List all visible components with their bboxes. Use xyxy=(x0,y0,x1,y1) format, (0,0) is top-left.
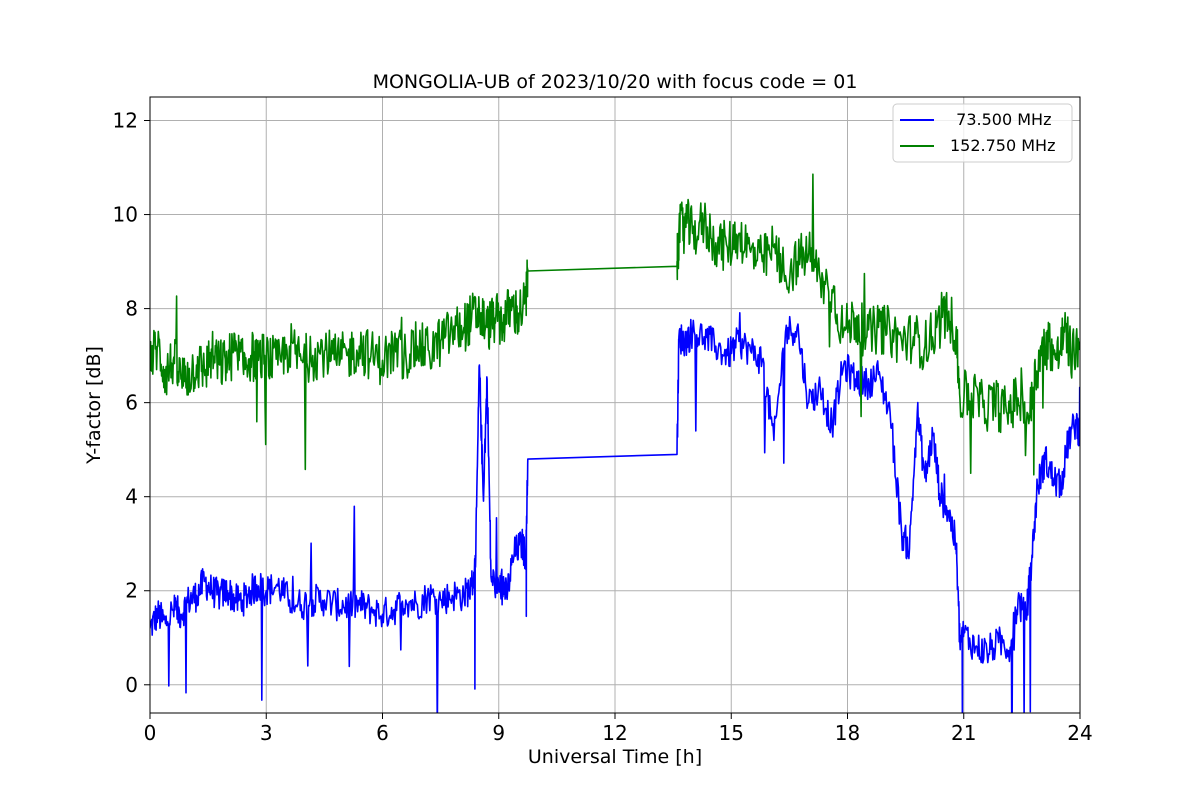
x-axis-label: Universal Time [h] xyxy=(528,746,702,768)
y-tick-label: 8 xyxy=(125,297,138,321)
series-line-1 xyxy=(150,173,1080,476)
x-tick-label: 18 xyxy=(835,721,860,745)
legend-label-152mhz: 152.750 MHz xyxy=(950,136,1055,155)
x-tick-label: 3 xyxy=(260,721,273,745)
x-tick-label: 6 xyxy=(376,721,389,745)
x-tick-label: 9 xyxy=(492,721,505,745)
y-tick-label: 10 xyxy=(113,203,138,227)
y-tick-label: 12 xyxy=(113,109,138,133)
x-tick-label: 15 xyxy=(719,721,744,745)
legend-label-73mhz: 73.500 MHz xyxy=(946,110,1051,129)
chart-title: MONGOLIA-UB of 2023/10/20 with focus cod… xyxy=(373,71,858,93)
x-tick-label: 21 xyxy=(951,721,976,745)
y-tick-label: 6 xyxy=(125,391,138,415)
legend: 73.500 MHz 152.750 MHz xyxy=(892,103,1073,163)
series-layer xyxy=(150,173,1080,713)
y-tick-label: 4 xyxy=(125,485,138,509)
y-tick-label: 0 xyxy=(125,673,138,697)
y-axis-label: Y-factor [dB] xyxy=(83,346,105,465)
legend-box xyxy=(892,103,1073,163)
x-tick-label: 24 xyxy=(1067,721,1092,745)
x-tick-label: 12 xyxy=(602,721,627,745)
y-tick-label: 2 xyxy=(125,579,138,603)
x-tick-label: 0 xyxy=(144,721,157,745)
series-line-0 xyxy=(150,312,1080,713)
